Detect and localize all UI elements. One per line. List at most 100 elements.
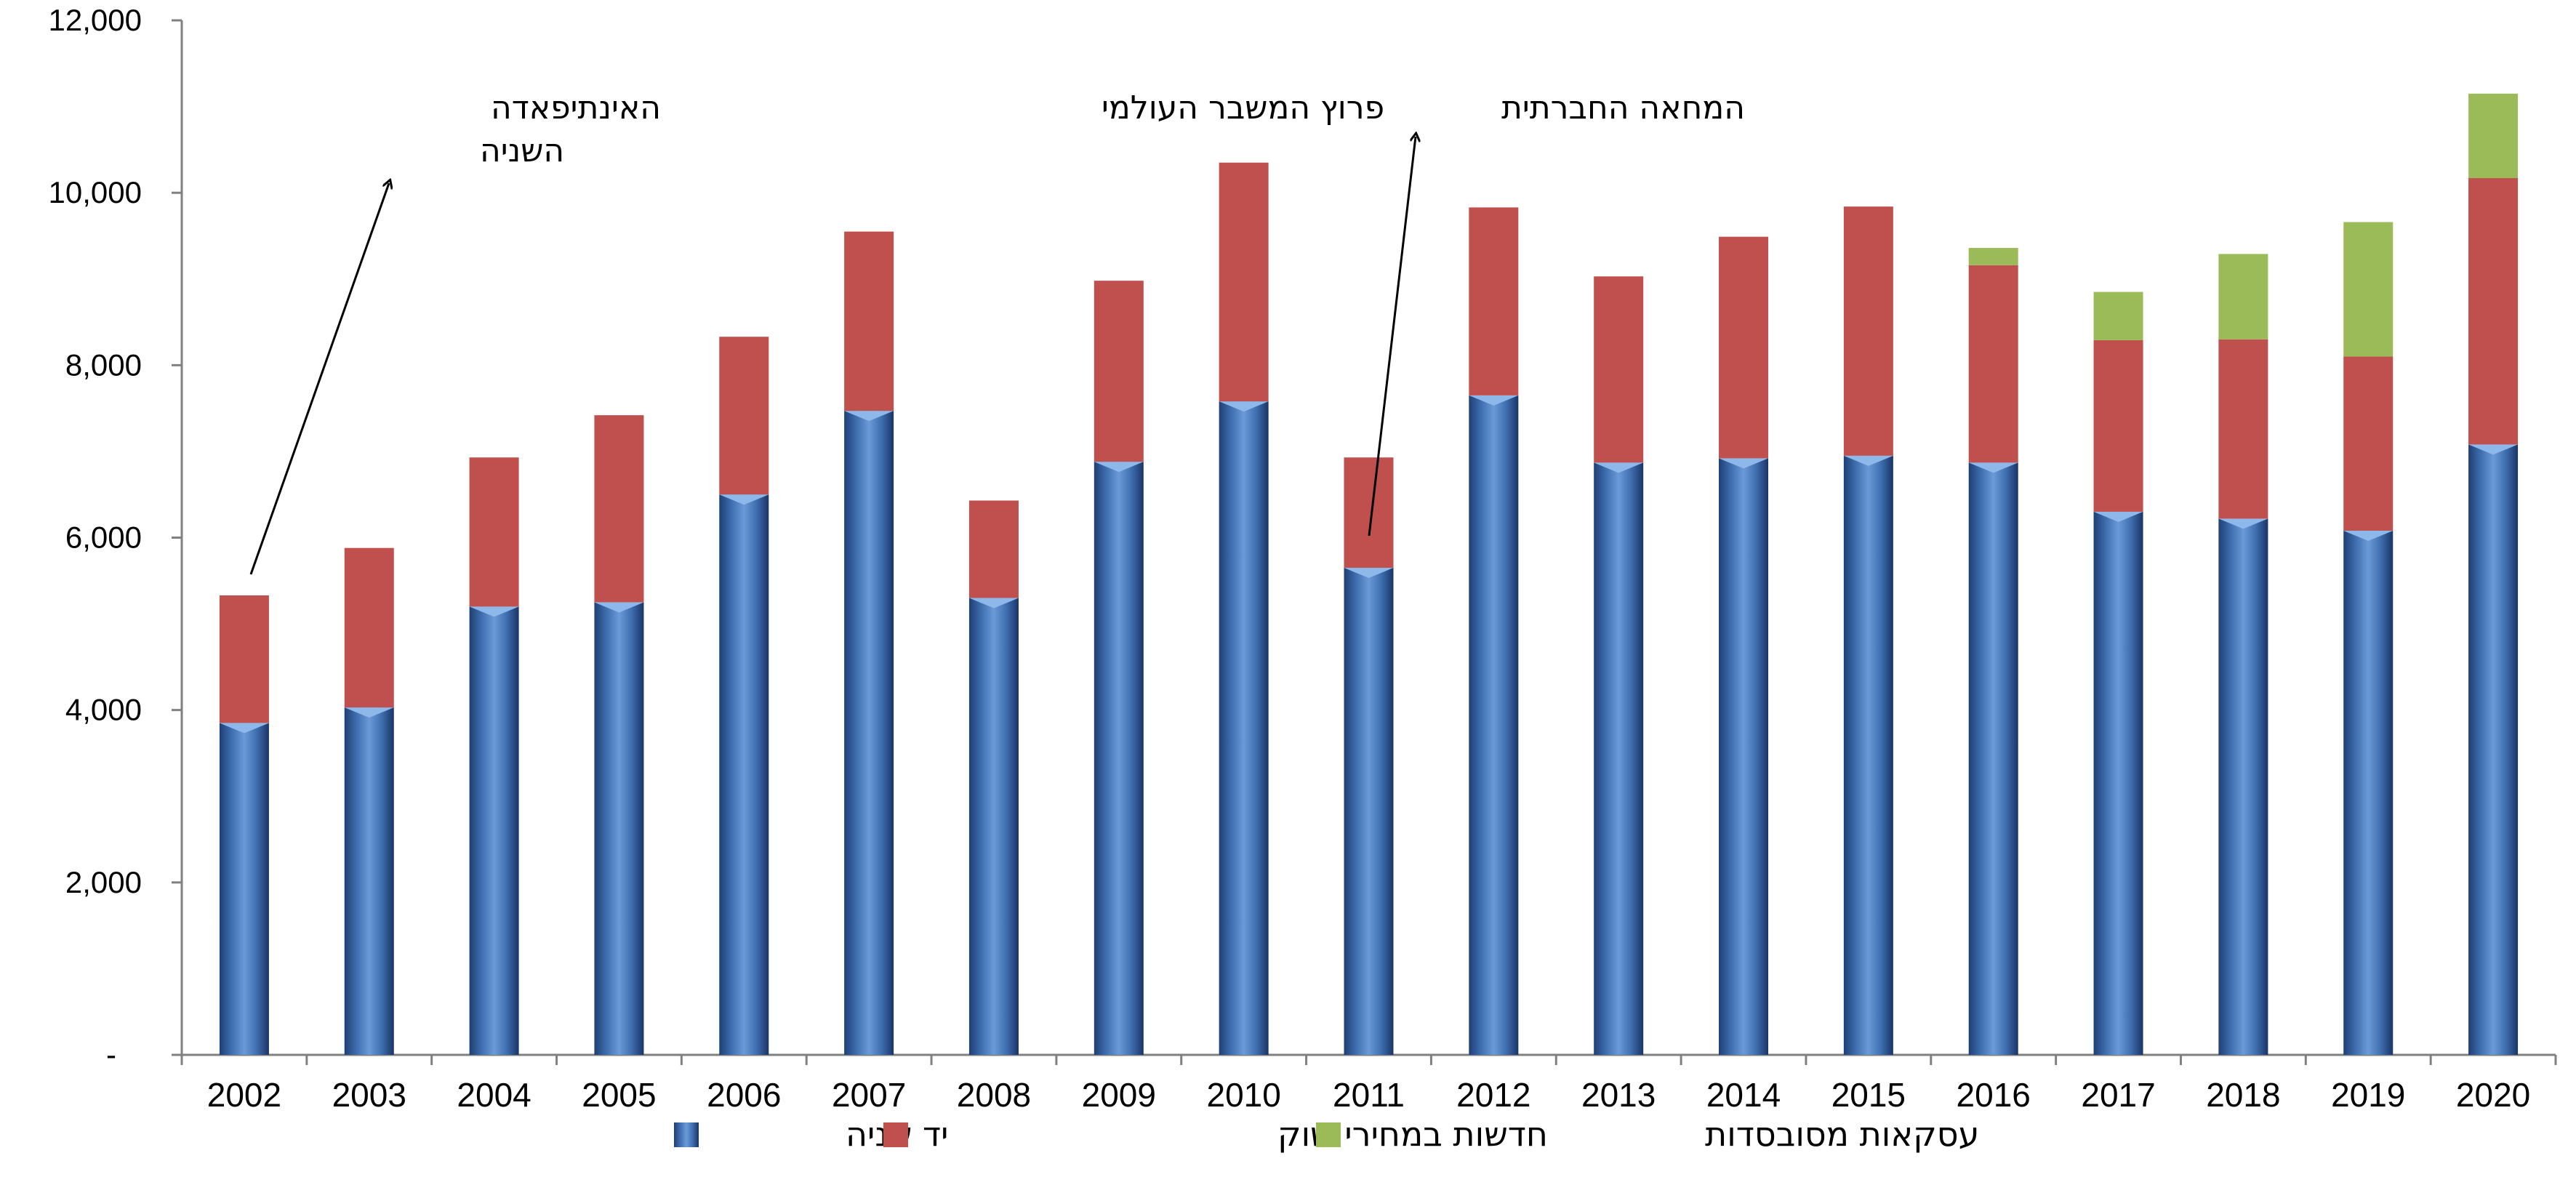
annotation-text: פרוץ המשבר העולמי bbox=[1102, 89, 1384, 126]
bar-cap bbox=[1594, 462, 1644, 473]
bar-segment-new-market bbox=[1968, 265, 2018, 463]
x-tick-label: 2003 bbox=[332, 1076, 406, 1114]
bar-segment-second-hand bbox=[1219, 401, 1269, 1055]
bar-segment-second-hand bbox=[968, 598, 1019, 1055]
bar-segment-second-hand bbox=[2093, 511, 2143, 1055]
bar-segment-new-market bbox=[1094, 281, 1144, 462]
x-axis-labels: 2002 2003 2004 2005 2006 2007 2008 2009 2010 2011… bbox=[180, 1055, 2557, 1114]
bar-segment-second-hand bbox=[594, 602, 644, 1055]
y-tick-label: 2,000 bbox=[65, 865, 142, 899]
bar-segment-new-market bbox=[2468, 178, 2519, 445]
bar-segment-second-hand bbox=[1344, 568, 1394, 1055]
x-tick-label: 2005 bbox=[582, 1076, 656, 1114]
x-tick-label: 2020 bbox=[2456, 1076, 2530, 1114]
x-tick-label: 2009 bbox=[1082, 1076, 1156, 1114]
bar-cap bbox=[219, 723, 269, 734]
bar-segment-new-market bbox=[968, 500, 1019, 598]
bar-cap bbox=[2343, 531, 2394, 542]
bar-segment-new-market bbox=[2218, 339, 2268, 519]
bar-segment-second-hand bbox=[719, 494, 769, 1055]
y-tick-label: 10,000 bbox=[49, 175, 142, 209]
bar-segment-second-hand bbox=[2343, 531, 2394, 1055]
bar-segment-second-hand bbox=[219, 723, 269, 1055]
x-tick-label: 2014 bbox=[1706, 1076, 1781, 1114]
y-tick-label: - bbox=[106, 1037, 116, 1072]
x-tick-label: 2007 bbox=[832, 1076, 906, 1114]
bar-segment-subsidized bbox=[2093, 292, 2143, 340]
bar-segment-new-market bbox=[1594, 276, 1644, 463]
x-tick-label: 2002 bbox=[207, 1076, 281, 1114]
bar-segment-new-market bbox=[469, 457, 519, 607]
bar-segment-second-hand bbox=[1719, 458, 1769, 1055]
bar-segment-new-market bbox=[219, 595, 269, 723]
x-tick-label: 2010 bbox=[1206, 1076, 1280, 1114]
x-tick-label: 2004 bbox=[457, 1076, 531, 1114]
legend-swatch bbox=[1316, 1122, 1341, 1147]
bar-segment-new-market bbox=[1219, 162, 1269, 402]
annotation-text: המחאה החברתית bbox=[1501, 89, 1745, 126]
x-tick-label: 2012 bbox=[1456, 1076, 1530, 1114]
bar-cap bbox=[344, 707, 394, 718]
bar-cap bbox=[1719, 458, 1769, 469]
bar-segment-new-market bbox=[1344, 457, 1394, 569]
bar-cap bbox=[844, 411, 894, 422]
legend-swatch bbox=[674, 1122, 699, 1147]
bar-cap bbox=[1094, 462, 1144, 473]
bar-segment-second-hand bbox=[2218, 518, 2268, 1055]
bar-segment-new-market bbox=[1469, 207, 1519, 395]
bar-segment-second-hand bbox=[1594, 462, 1644, 1055]
bar-segment-subsidized bbox=[1968, 248, 2018, 265]
bar-cap bbox=[1219, 401, 1269, 412]
bar-segment-subsidized bbox=[2218, 254, 2268, 340]
x-tick-label: 2011 bbox=[1333, 1076, 1405, 1114]
bar-segment-new-market bbox=[1719, 236, 1769, 459]
x-tick-label: 2018 bbox=[2206, 1076, 2280, 1114]
annotations: האינתיפאדה השניה פרוץ המשבר העולמי המחאה הח… bbox=[249, 89, 1745, 575]
x-tick-label: 2006 bbox=[707, 1076, 781, 1114]
bar-cap bbox=[1469, 395, 1519, 406]
bar-segment-second-hand bbox=[2468, 444, 2519, 1055]
bar-cap bbox=[1968, 462, 2018, 473]
bar-segment-new-market bbox=[594, 415, 644, 603]
bar-segment-new-market bbox=[844, 231, 894, 411]
bar-segment-new-market bbox=[344, 547, 394, 708]
bar-segment-second-hand bbox=[1843, 455, 1893, 1055]
bar-cap bbox=[2093, 511, 2143, 522]
bar-cap bbox=[719, 494, 769, 505]
x-tick-label: 2019 bbox=[2331, 1076, 2405, 1114]
x-tick-label: 2013 bbox=[1581, 1076, 1656, 1114]
x-tick-label: 2017 bbox=[2081, 1076, 2155, 1114]
bar-cap bbox=[968, 598, 1019, 608]
bar-segment-new-market bbox=[2093, 340, 2143, 512]
bars bbox=[219, 93, 2519, 1055]
x-tick-label: 2015 bbox=[1831, 1076, 1906, 1114]
x-tick-label: 2008 bbox=[957, 1076, 1031, 1114]
bar-segment-second-hand bbox=[844, 411, 894, 1055]
bar-segment-new-market bbox=[1843, 206, 1893, 456]
bar-cap bbox=[2218, 518, 2268, 529]
annotation-text: השניה bbox=[480, 132, 564, 169]
annotation-text: האינתיפאדה bbox=[491, 89, 661, 126]
y-axis-ticks: - 2,000 4,000 6,000 8,000 10,000 12,000 bbox=[49, 3, 182, 1072]
legend-label: עסקאות מסובסדות bbox=[1705, 1114, 1979, 1154]
bar-cap bbox=[2468, 444, 2519, 455]
bar-cap bbox=[1843, 455, 1893, 466]
bar-segment-subsidized bbox=[2343, 222, 2394, 357]
annotation-arrow bbox=[249, 183, 389, 575]
y-tick-label: 12,000 bbox=[49, 3, 142, 37]
y-tick-label: 6,000 bbox=[65, 521, 142, 555]
bar-segment-second-hand bbox=[469, 606, 519, 1055]
bar-segment-new-market bbox=[2343, 356, 2394, 531]
bar-segment-second-hand bbox=[1094, 462, 1144, 1055]
bar-segment-subsidized bbox=[2468, 93, 2519, 179]
bar-segment-new-market bbox=[719, 337, 769, 495]
bar-cap bbox=[1344, 568, 1394, 579]
bar-cap bbox=[594, 602, 644, 613]
legend: יד שניה חדשות במחירי שוק עסקאות מסובסדות bbox=[674, 1114, 1979, 1154]
annotation-arrow bbox=[1368, 137, 1416, 537]
bar-segment-second-hand bbox=[1469, 395, 1519, 1055]
bar-cap bbox=[469, 606, 519, 617]
bar-segment-second-hand bbox=[1968, 462, 2018, 1055]
legend-swatch bbox=[883, 1122, 908, 1147]
